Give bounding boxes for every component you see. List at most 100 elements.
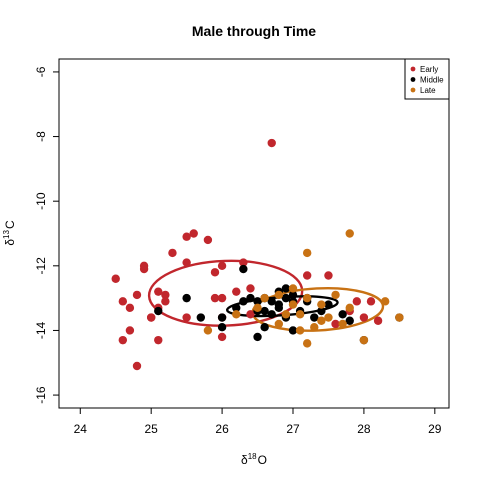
point-middle-2 <box>196 313 206 322</box>
point-early-28 <box>267 138 276 148</box>
y-tick-label-2: -12 <box>34 257 48 275</box>
point-early-37 <box>246 310 255 319</box>
point-middle-35 <box>281 284 291 293</box>
point-late-9 <box>302 248 312 258</box>
point-early-40 <box>182 313 191 322</box>
point-middle-32 <box>274 300 284 309</box>
y-tick-label-0: -16 <box>34 386 48 404</box>
point-early-17 <box>182 232 191 241</box>
point-early-21 <box>210 268 220 277</box>
y-axis-title: δ13C <box>2 220 17 246</box>
x-tick-label-2: 26 <box>215 422 229 436</box>
point-late-10 <box>302 293 312 303</box>
legend-label-middle: Middle <box>420 76 444 85</box>
legend-label-late: Late <box>420 86 436 95</box>
y-tick-label-1: -14 <box>34 321 48 339</box>
point-middle-10 <box>253 297 262 306</box>
point-middle-4 <box>217 323 227 332</box>
point-middle-31 <box>260 323 269 332</box>
point-early-11 <box>154 287 163 296</box>
x-axis-title-tail: O <box>258 453 267 467</box>
point-late-17 <box>345 303 354 313</box>
point-middle-8 <box>246 293 255 303</box>
point-early-35 <box>359 313 369 322</box>
point-early-14 <box>161 297 170 306</box>
point-late-23 <box>253 303 262 313</box>
point-early-18 <box>189 229 198 238</box>
x-axis-title-base: δ <box>241 453 248 467</box>
point-late-14 <box>317 316 326 325</box>
x-axis-title: δ18O <box>241 452 267 467</box>
point-early-13 <box>161 290 170 300</box>
point-late-15 <box>324 313 333 322</box>
point-late-8 <box>295 326 305 335</box>
point-middle-15 <box>267 310 276 319</box>
y-axis: -16 -14 -12 -10 -8 -6 <box>34 66 59 404</box>
point-middle-7 <box>239 297 248 306</box>
point-late-24 <box>331 290 340 300</box>
point-late-12 <box>310 323 319 332</box>
point-early-30 <box>324 271 333 280</box>
point-early-15 <box>168 248 177 258</box>
point-early-34 <box>373 316 383 325</box>
point-early-38 <box>217 261 227 271</box>
point-early-10 <box>154 335 163 345</box>
point-middle-13 <box>260 306 269 316</box>
point-middle-0 <box>154 306 163 316</box>
chart-title: Male through Time <box>192 23 316 39</box>
x-axis-title-sup: 18 <box>248 452 257 461</box>
x-tick-label-0: 24 <box>74 422 88 436</box>
point-early-1 <box>118 297 128 306</box>
y-tick-label-4: -8 <box>34 131 48 142</box>
point-late-6 <box>288 300 298 309</box>
point-late-3 <box>274 319 284 329</box>
point-late-5 <box>288 284 298 293</box>
point-early-32 <box>352 297 362 306</box>
y-tick-label-3: -10 <box>34 192 48 210</box>
y-axis-title-sup: 13 <box>2 229 11 238</box>
point-middle-6 <box>239 264 248 274</box>
point-late-20 <box>380 297 390 306</box>
plot-area <box>58 58 450 409</box>
point-early-33 <box>366 297 376 306</box>
y-axis-title-base: δ <box>3 239 17 246</box>
point-middle-1 <box>182 293 191 303</box>
point-early-24 <box>217 332 227 342</box>
point-early-16 <box>182 258 191 267</box>
point-middle-14 <box>267 297 276 306</box>
point-early-25 <box>232 287 241 296</box>
point-middle-28 <box>338 310 347 319</box>
series-middle <box>154 264 404 345</box>
point-early-4 <box>125 326 135 335</box>
x-tick-label-1: 25 <box>145 422 159 436</box>
x-axis: 24 25 26 27 28 29 <box>74 408 442 436</box>
legend-marker-early <box>410 66 416 72</box>
point-early-2 <box>118 335 128 345</box>
point-late-22 <box>274 290 284 300</box>
point-late-11 <box>302 339 312 348</box>
point-early-5 <box>132 290 142 300</box>
legend-marker-late <box>410 87 416 93</box>
point-late-19 <box>359 335 369 345</box>
point-early-27 <box>246 284 255 293</box>
y-tick-label-5: -6 <box>34 66 48 77</box>
point-middle-18 <box>281 293 291 303</box>
point-late-21 <box>395 313 404 322</box>
point-middle-27 <box>324 300 333 309</box>
x-tick-label-3: 27 <box>286 422 300 436</box>
point-middle-3 <box>217 313 227 322</box>
legend-label-early: Early <box>420 65 438 74</box>
point-middle-5 <box>232 303 241 313</box>
plot-frame <box>58 58 450 409</box>
point-early-36 <box>331 319 340 329</box>
point-middle-25 <box>310 313 319 322</box>
series-late <box>203 229 404 348</box>
point-early-19 <box>203 235 213 245</box>
point-early-29 <box>302 271 312 280</box>
point-late-0 <box>203 326 213 335</box>
point-late-4 <box>281 310 291 319</box>
